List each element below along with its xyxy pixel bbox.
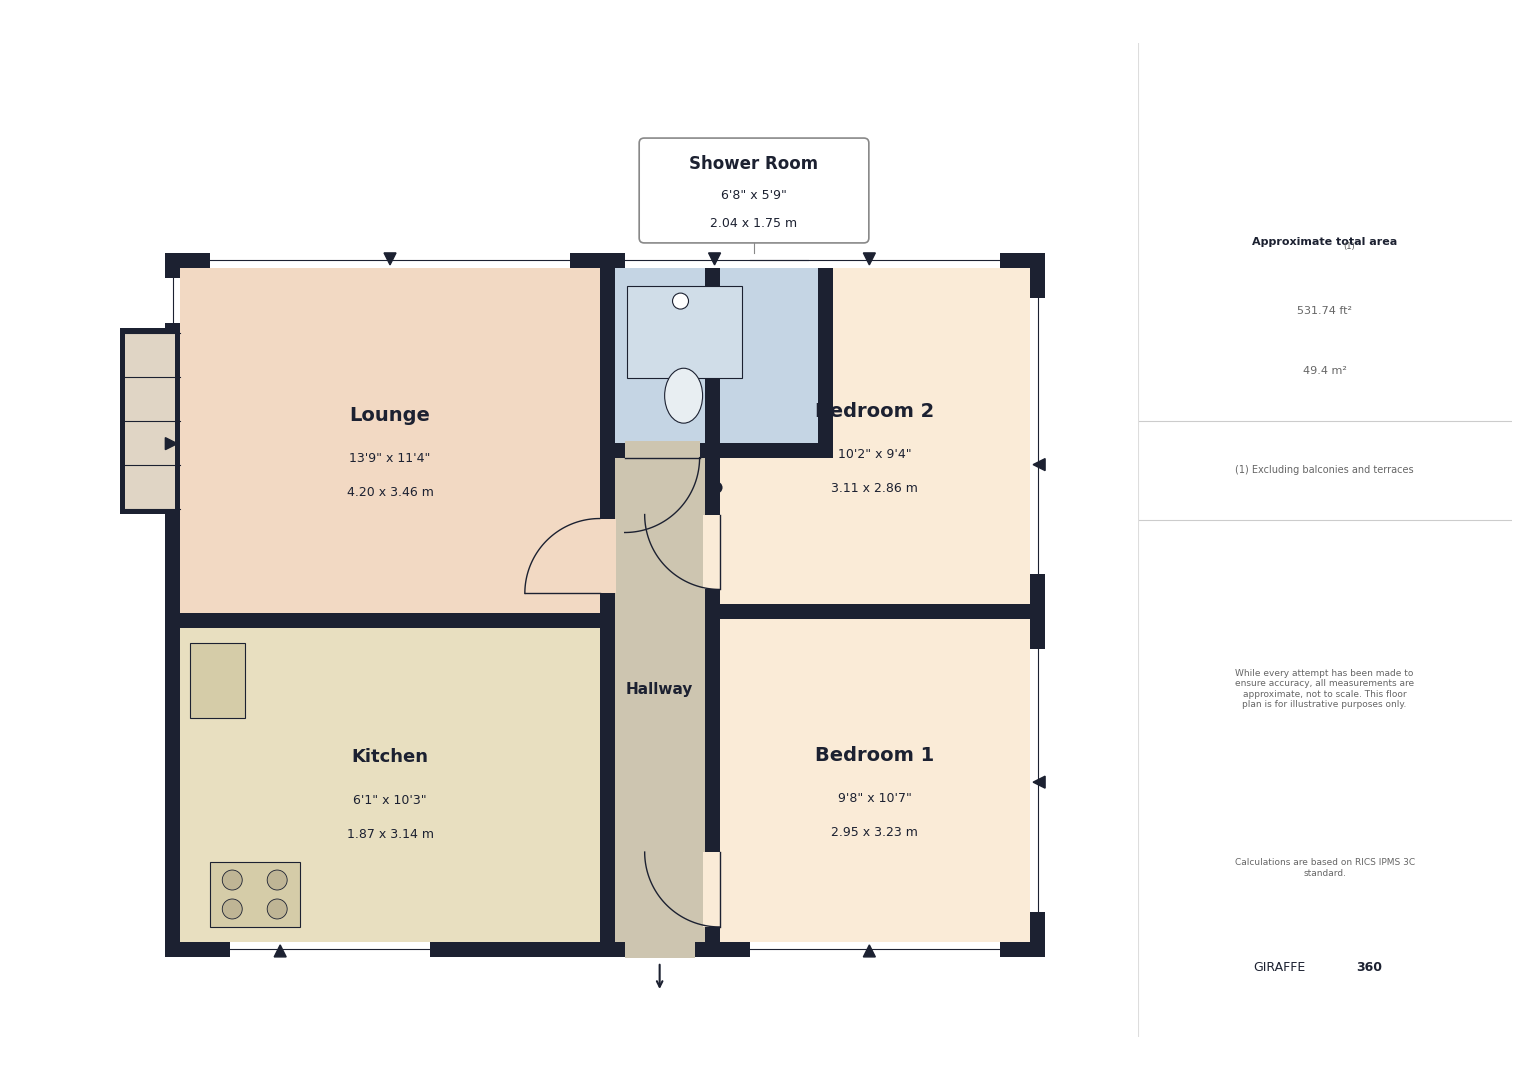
Bar bbox=[1031, 649, 1044, 912]
Bar bbox=[180, 268, 600, 613]
Circle shape bbox=[672, 293, 689, 309]
Text: 1.87 x 3.14 m: 1.87 x 3.14 m bbox=[347, 827, 434, 840]
Bar bbox=[165, 253, 1044, 957]
Text: While every attempt has been made to
ensure accuracy, all measurements are
appro: While every attempt has been made to ens… bbox=[1235, 669, 1414, 710]
Text: (1) Excluding balconies and terraces: (1) Excluding balconies and terraces bbox=[1235, 465, 1414, 475]
Text: Calculations are based on RICS IPMS 3C
standard.: Calculations are based on RICS IPMS 3C s… bbox=[1235, 859, 1414, 878]
Text: 531.74 ft²: 531.74 ft² bbox=[1296, 307, 1353, 316]
Text: GIRAFFE: GIRAFFE bbox=[1254, 961, 1306, 974]
Polygon shape bbox=[275, 945, 286, 957]
Circle shape bbox=[267, 899, 287, 919]
Text: (1): (1) bbox=[1344, 242, 1354, 251]
Text: Shower Room: Shower Room bbox=[690, 154, 818, 173]
Bar bbox=[615, 268, 704, 942]
Bar bbox=[600, 629, 615, 957]
Text: 6'8" x 5'9": 6'8" x 5'9" bbox=[721, 189, 786, 202]
Bar bbox=[191, 644, 246, 718]
Bar bbox=[702, 514, 721, 590]
Bar bbox=[702, 852, 721, 927]
Bar bbox=[818, 253, 834, 458]
Bar bbox=[180, 629, 600, 942]
Bar bbox=[211, 862, 301, 927]
Bar bbox=[600, 593, 615, 613]
Bar bbox=[121, 328, 180, 513]
Bar bbox=[231, 942, 431, 957]
Text: Hallway: Hallway bbox=[626, 683, 693, 698]
Bar bbox=[626, 285, 742, 378]
Bar bbox=[750, 253, 1000, 268]
Bar bbox=[625, 253, 808, 268]
Text: Lounge: Lounge bbox=[350, 406, 431, 426]
Text: 2.95 x 3.23 m: 2.95 x 3.23 m bbox=[831, 826, 918, 839]
Bar bbox=[600, 443, 834, 458]
Text: 9'8" x 10'7": 9'8" x 10'7" bbox=[838, 792, 912, 805]
Ellipse shape bbox=[664, 368, 702, 423]
Text: Bedroom 1: Bedroom 1 bbox=[815, 746, 935, 766]
Text: 2.04 x 1.75 m: 2.04 x 1.75 m bbox=[710, 217, 797, 230]
Circle shape bbox=[710, 482, 722, 494]
Bar bbox=[600, 253, 615, 957]
Circle shape bbox=[223, 870, 243, 890]
Bar bbox=[600, 253, 615, 458]
Bar bbox=[719, 620, 1031, 942]
Text: 13'9" x 11'4": 13'9" x 11'4" bbox=[350, 453, 431, 465]
Polygon shape bbox=[863, 945, 875, 957]
Bar bbox=[165, 278, 180, 323]
Text: Approximate total area: Approximate total area bbox=[1252, 237, 1397, 247]
Polygon shape bbox=[1034, 777, 1044, 788]
Bar bbox=[719, 268, 1031, 605]
Bar bbox=[165, 613, 615, 629]
Circle shape bbox=[223, 899, 243, 919]
Text: 6'1" x 10'3": 6'1" x 10'3" bbox=[353, 794, 428, 807]
Text: Bedroom 2: Bedroom 2 bbox=[815, 402, 935, 421]
Bar bbox=[704, 253, 719, 957]
Bar bbox=[600, 443, 834, 458]
Bar bbox=[750, 942, 1000, 957]
Bar bbox=[599, 518, 617, 593]
Text: 10'2" x 9'4": 10'2" x 9'4" bbox=[838, 447, 912, 461]
Text: 49.4 m²: 49.4 m² bbox=[1303, 366, 1347, 376]
Circle shape bbox=[267, 870, 287, 890]
Text: 3.11 x 2.86 m: 3.11 x 2.86 m bbox=[831, 482, 918, 495]
Polygon shape bbox=[709, 253, 721, 265]
Bar bbox=[625, 441, 699, 459]
Bar bbox=[625, 941, 695, 958]
Polygon shape bbox=[165, 437, 177, 449]
Polygon shape bbox=[863, 253, 875, 265]
Text: Kitchen: Kitchen bbox=[351, 748, 429, 766]
Polygon shape bbox=[1034, 459, 1044, 471]
Bar bbox=[125, 333, 176, 509]
Polygon shape bbox=[383, 253, 395, 265]
Bar bbox=[600, 268, 615, 518]
Bar bbox=[615, 268, 834, 443]
Bar bbox=[1031, 298, 1044, 575]
Bar bbox=[211, 253, 570, 268]
Text: 4.20 x 3.46 m: 4.20 x 3.46 m bbox=[347, 486, 434, 499]
Bar bbox=[704, 605, 1044, 620]
FancyBboxPatch shape bbox=[640, 138, 869, 243]
Text: 360: 360 bbox=[1356, 961, 1382, 974]
